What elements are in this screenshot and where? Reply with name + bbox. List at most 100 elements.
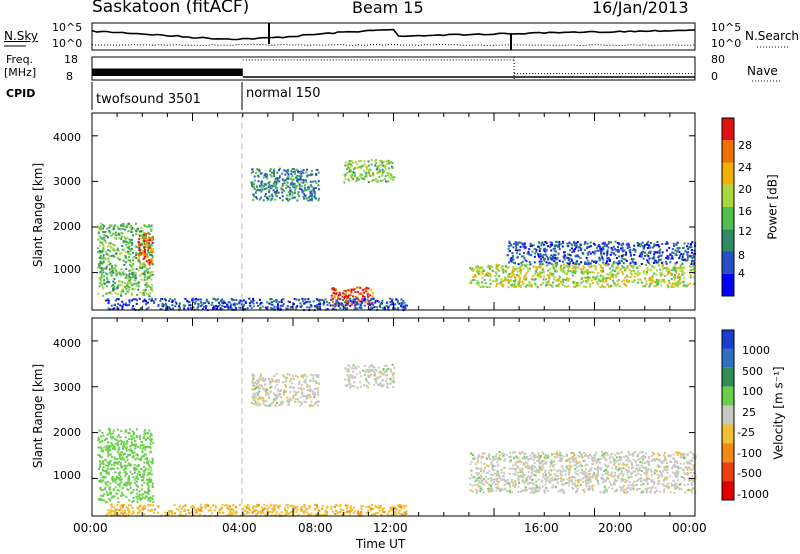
cell-5 — [562, 283, 565, 286]
cell-0 — [147, 471, 150, 474]
cell-0 — [135, 453, 138, 456]
cell-0 — [118, 482, 121, 485]
cell-3 — [676, 453, 679, 456]
cell-0 — [100, 276, 103, 279]
cell-5 — [651, 277, 654, 280]
cell-3 — [494, 465, 497, 468]
cell-3 — [590, 468, 592, 471]
cell-0 — [100, 456, 103, 459]
cell-5 — [643, 270, 646, 273]
cell-4 — [331, 297, 334, 300]
cell-5 — [671, 282, 674, 285]
cell-2 — [260, 172, 263, 175]
cell-2 — [278, 169, 280, 172]
cell-0 — [147, 498, 150, 501]
cell-2 — [379, 375, 382, 378]
cell-5 — [495, 280, 498, 283]
cell-0 — [98, 467, 100, 470]
cell-0 — [102, 230, 105, 233]
cell-6 — [629, 253, 632, 256]
cell-0 — [125, 287, 128, 290]
cell-5 — [553, 278, 555, 281]
cell-0 — [128, 482, 131, 484]
cell-2 — [380, 385, 383, 388]
cell-4 — [336, 298, 339, 300]
cell-7 — [213, 306, 216, 309]
cell-0 — [138, 490, 141, 493]
cell-2 — [291, 197, 294, 200]
cell-2 — [291, 174, 294, 177]
cell-7 — [195, 297, 197, 300]
cell-0 — [100, 435, 103, 438]
cell-6 — [681, 258, 683, 261]
cell-5 — [676, 267, 679, 270]
cell-1 — [265, 399, 268, 402]
cell-3 — [372, 174, 375, 177]
cell-0 — [141, 450, 144, 453]
cell-6 — [524, 246, 527, 249]
cell-2 — [379, 384, 382, 386]
cell-0 — [134, 445, 137, 447]
cell-0 — [100, 273, 103, 276]
cell-0 — [148, 465, 151, 468]
cell-7 — [131, 307, 134, 310]
cell-5 — [485, 273, 488, 276]
cell-2 — [269, 168, 272, 170]
cell-5 — [517, 283, 520, 285]
cell-6 — [512, 261, 515, 264]
cell-5 — [601, 275, 604, 278]
cell-3 — [372, 179, 375, 182]
cell-3 — [589, 476, 592, 479]
cell-2 — [258, 198, 261, 201]
cell-4 — [330, 294, 333, 297]
cell-0 — [128, 272, 131, 275]
cell-0 — [133, 468, 136, 471]
cell-1 — [301, 393, 304, 396]
cell-3 — [539, 457, 542, 460]
cell-6 — [655, 251, 657, 254]
cell-0 — [109, 453, 112, 456]
cell-3 — [491, 466, 494, 468]
cell-7 — [174, 305, 177, 308]
cell-0 — [124, 471, 127, 474]
cell-5 — [541, 271, 544, 274]
cell-0 — [145, 491, 148, 494]
cell-4 — [359, 300, 362, 303]
cell-2 — [301, 189, 304, 192]
cell-2 — [260, 182, 263, 185]
cell-0 — [111, 290, 114, 293]
cell-3 — [507, 481, 510, 484]
cell-0 — [114, 471, 117, 474]
cell-2 — [263, 188, 266, 190]
cell-6 — [579, 246, 582, 249]
cell-0 — [99, 487, 102, 490]
cell-4 — [347, 296, 349, 299]
cell-3 — [519, 453, 522, 455]
cell-6 — [688, 246, 691, 249]
cell-7 — [135, 302, 138, 305]
cell-0 — [113, 456, 116, 459]
cell-5 — [513, 283, 516, 286]
cell-0 — [150, 473, 153, 476]
cell-1 — [313, 403, 316, 406]
cell-6 — [540, 258, 542, 261]
cell-1 — [268, 395, 271, 398]
cell-6 — [647, 261, 650, 264]
cell-5 — [588, 271, 591, 274]
cell-0 — [131, 272, 133, 275]
cell-2 — [290, 170, 293, 173]
cell-3 — [363, 178, 366, 181]
cell-7 — [306, 306, 309, 309]
cell-2 — [254, 179, 256, 182]
cell-0 — [149, 286, 152, 289]
cell-1 — [253, 385, 256, 388]
cell-3 — [587, 472, 590, 475]
cell-0 — [128, 256, 131, 258]
cell-5 — [567, 284, 570, 287]
cell-3 — [590, 467, 593, 470]
cell-0 — [120, 237, 123, 240]
cell-0 — [129, 253, 132, 256]
cell-3 — [501, 489, 504, 491]
cell-7 — [220, 301, 223, 304]
